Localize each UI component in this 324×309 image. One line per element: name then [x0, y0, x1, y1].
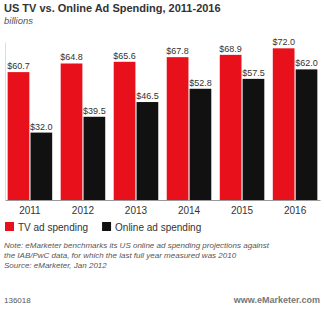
note: the IAB/PwC data, for which the last ful…: [4, 251, 237, 260]
legend-label: Online ad spending: [115, 222, 201, 233]
legend-item: Online ad spending: [102, 222, 201, 233]
bar: [190, 89, 212, 200]
bar: [137, 102, 159, 200]
data-label: $64.8: [60, 52, 83, 62]
x-tick-label: 2012: [72, 205, 95, 216]
x-tick: 2012: [72, 200, 95, 216]
chart: US TV vs. Online Ad Spending, 2011-2016b…: [0, 0, 324, 309]
legend: TV ad spending Online ad spending: [5, 222, 201, 233]
series-bars: [30, 69, 317, 200]
bar: [84, 117, 106, 200]
data-label: $62.0: [295, 58, 318, 68]
y-axis: [5, 43, 6, 201]
bar: [273, 48, 295, 200]
x-tick-label: 2014: [178, 205, 201, 216]
legend-label: TV ad spending: [18, 222, 88, 233]
x-tick-label: 2015: [231, 205, 254, 216]
data-label: $46.5: [136, 91, 159, 101]
x-tick: 2014: [178, 200, 201, 216]
legend-swatch: [5, 222, 14, 231]
x-tick: 2016: [284, 200, 307, 216]
chart-id: 136018: [4, 296, 31, 305]
y-axis-line: [5, 43, 6, 201]
bar: [30, 133, 52, 200]
bars: [8, 48, 318, 200]
x-tick-label: 2011: [19, 205, 41, 216]
series-bars: [8, 48, 295, 200]
note: Note: eMarketer benchmarks its US online…: [4, 241, 270, 250]
subtitle: billions: [4, 15, 33, 26]
credit: www.eMarketer.com: [233, 295, 320, 305]
data-label: $68.9: [219, 44, 242, 54]
bar: [167, 57, 189, 200]
bar: [296, 69, 318, 200]
x-tick: 2011: [19, 200, 41, 216]
data-label: $39.5: [83, 106, 106, 116]
bar: [243, 79, 265, 200]
data-label: $32.0: [30, 122, 53, 132]
data-label: $72.0: [272, 37, 295, 47]
data-label: $57.5: [242, 68, 265, 78]
bar: [114, 62, 136, 200]
bar: [8, 72, 30, 200]
x-tick-label: 2016: [284, 205, 307, 216]
x-axis: 2011 2012 2013 2014 2015 2016: [6, 200, 321, 216]
bar: [220, 55, 242, 200]
data-labels: $60.7 $64.8 $65.6 $67.8 $68.9 $72.0 $32.0 $39.5…: [7, 37, 318, 131]
data-label: $67.8: [166, 46, 189, 56]
title: US TV vs. Online Ad Spending, 2011-2016: [4, 2, 221, 14]
x-tick-label: 2013: [125, 205, 148, 216]
x-tick: 2015: [231, 200, 254, 216]
legend-swatch: [102, 222, 111, 231]
data-label: $60.7: [7, 61, 30, 71]
source: Source: eMarketer, Jan 2012: [4, 261, 107, 270]
legend-item: TV ad spending: [5, 222, 88, 233]
data-label: $65.6: [113, 51, 136, 61]
x-tick: 2013: [125, 200, 148, 216]
x-axis-line: [6, 200, 321, 201]
bar: [61, 63, 83, 200]
data-label: $52.8: [189, 78, 212, 88]
